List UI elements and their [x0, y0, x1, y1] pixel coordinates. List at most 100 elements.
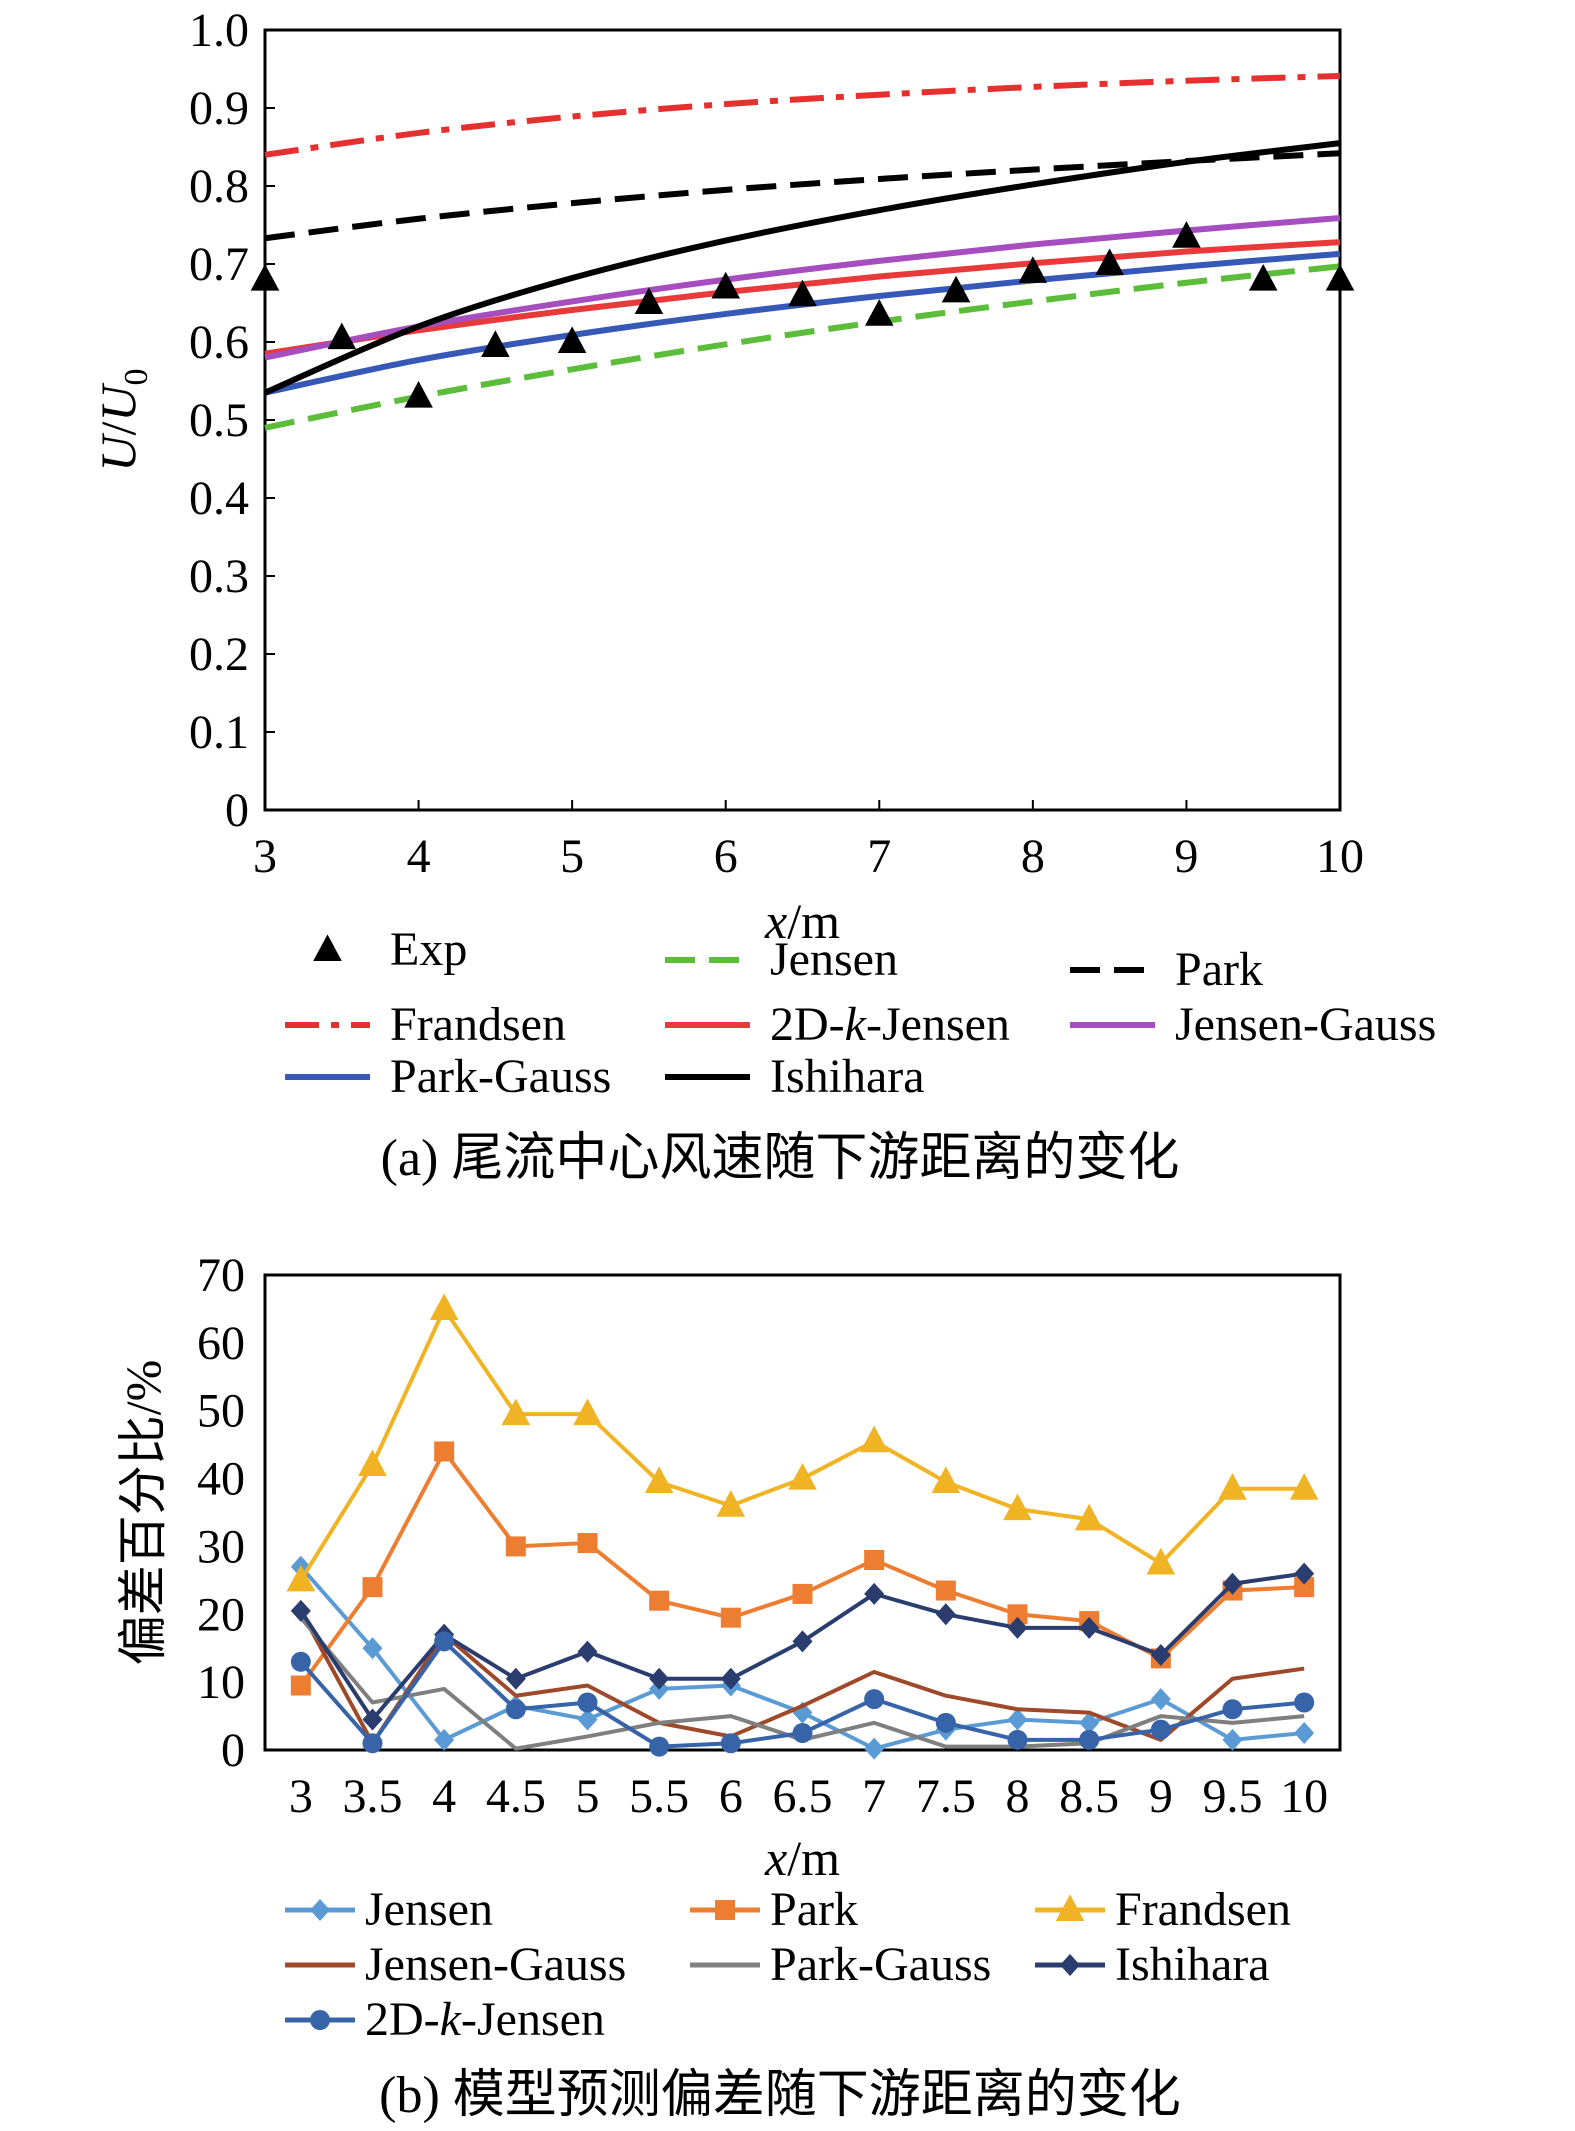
chart-b-series-frandsen-point — [1290, 1473, 1319, 1500]
chart-a-y-tick-label: 0.5 — [189, 394, 249, 447]
chart-b-series-park-point — [363, 1577, 383, 1597]
chart-a-series-exp-point — [1172, 221, 1201, 248]
chart-a-y-tick-label: 0.6 — [189, 316, 249, 369]
chart-b-series-ishihara-point — [506, 1668, 526, 1690]
chart-a-x-tick-label: 8 — [1021, 830, 1045, 883]
chart-b-series-park-point — [936, 1581, 956, 1601]
chart-a-x-tick-label: 6 — [714, 830, 738, 883]
chart-b-y-tick-label: 30 — [197, 1520, 245, 1573]
chart-b-legend-ishihara-label: Ishihara — [1115, 1938, 1270, 1991]
chart-a-legend-park-gauss-label: Park-Gauss — [390, 1050, 611, 1103]
chart-a-y-tick-label: 1.0 — [189, 4, 249, 57]
chart-b-series-2d-k-jensen-point — [864, 1689, 884, 1709]
chart-b-series-jensen-point — [1294, 1722, 1314, 1744]
chart-b-series-ishihara-point — [793, 1630, 813, 1652]
chart-b-x-tick-label: 9.5 — [1203, 1770, 1263, 1823]
chart-a-series-exp-point — [404, 381, 433, 408]
chart-a-plot-frame — [265, 30, 1340, 810]
chart-b-series-2d-k-jensen-point — [1079, 1730, 1099, 1750]
chart-b-series-jensen-point — [1151, 1688, 1171, 1710]
chart-a-x-tick-label: 9 — [1174, 830, 1198, 883]
chart-b-series-ishihara-point — [864, 1583, 884, 1605]
chart-a-y-tick-label: 0 — [225, 784, 249, 837]
chart-b-series-2d-k-jensen-point — [1294, 1693, 1314, 1713]
chart-b-series-ishihara-point — [936, 1603, 956, 1625]
chart-a-legend-jensen-gauss-label: Jensen-Gauss — [1175, 998, 1436, 1051]
chart-a-y-tick-label: 0.3 — [189, 550, 249, 603]
chart-b-series-park-point — [291, 1676, 311, 1696]
chart-b-series-2d-k-jensen-point — [1223, 1699, 1243, 1719]
chart-b-series-jensen-point — [1008, 1708, 1028, 1730]
chart-a-legend: Exp Jensen ParkFrandsen 2D-k-Jensen Jensen-G… — [285, 923, 1436, 1103]
chart-b-legend: Jensen Park FrandsenJensen-Gauss Park-Gauss… — [285, 1883, 1291, 2046]
chart-b-y-tick-label: 70 — [197, 1249, 245, 1302]
chart-a-legend-exp-label: Exp — [390, 923, 467, 976]
chart-b-series-ishihara-point — [578, 1641, 598, 1663]
chart-b-series-2d-k-jensen-point — [721, 1733, 741, 1753]
chart-b-x-tick-label: 7 — [862, 1770, 886, 1823]
chart-b-legend-ishihara-marker — [1060, 1954, 1080, 1976]
chart-b-series-park-point — [864, 1550, 884, 1570]
chart-b-series-2d-k-jensen-point — [1008, 1730, 1028, 1750]
chart-a-legend-frandsen-label: Frandsen — [390, 998, 566, 1051]
chart-b-y-tick-label: 40 — [197, 1453, 245, 1506]
chart-b-series-park-point — [506, 1536, 526, 1556]
chart-b-caption: (b) 模型预测偏差随下游距离的变化 — [379, 2067, 1181, 2124]
chart-a-series-layer — [251, 76, 1355, 428]
chart-b-series-frandsen-point — [573, 1399, 602, 1426]
chart-b-x-tick-label: 3.5 — [343, 1770, 403, 1823]
chart-b-legend-jensen-gauss-label: Jensen-Gauss — [365, 1938, 626, 1991]
chart-b-series-jensen-point — [1223, 1729, 1243, 1751]
chart-b-series-2d-k-jensen-point — [793, 1723, 813, 1743]
chart-b-x-tick-label: 6 — [719, 1770, 743, 1823]
chart-a-y-tick-label: 0.7 — [189, 238, 249, 291]
chart-a-y-tick-label: 0.2 — [189, 628, 249, 681]
chart-a-series-exp-point — [1249, 264, 1278, 291]
chart-b-series-park-point — [721, 1608, 741, 1628]
chart-b-legend-jensen-marker — [310, 1899, 330, 1921]
chart-b-series-jensen-point — [864, 1738, 884, 1760]
chart-b-series-park-point — [578, 1533, 598, 1553]
chart-b-series-frandsen-point — [788, 1463, 817, 1490]
chart-b-legend-park-label: Park — [770, 1883, 858, 1936]
chart-a-x-tick-label: 5 — [560, 830, 584, 883]
chart-b-y-tick-label: 10 — [197, 1656, 245, 1709]
figure: 3 4 5 6 7 8 9 1000.10.20.30.40.50.60.70.80.91.0… — [0, 0, 1575, 2131]
chart-a-legend-jensen-label: Jensen — [770, 933, 898, 986]
chart-a-caption: (a) 尾流中心风速随下游距离的变化 — [381, 1130, 1180, 1187]
chart-a-legend-park-label: Park — [1175, 943, 1263, 996]
chart-b-series-park-point — [434, 1441, 454, 1461]
chart-a-y-tick-label: 0.4 — [189, 472, 249, 525]
chart-b-x-tick-label: 8 — [1006, 1770, 1030, 1823]
chart-b-series-park-point — [793, 1584, 813, 1604]
chart-b-series-2d-k-jensen-point — [1151, 1720, 1171, 1740]
chart-b-legend-jensen-label: Jensen — [365, 1883, 493, 1936]
chart-b-x-tick-label: 4.5 — [486, 1770, 546, 1823]
chart-a-x-tick-label: 10 — [1316, 830, 1364, 883]
chart-b-legend-2d-k-jensen-marker — [310, 2010, 330, 2030]
chart-a-x-tick-label: 4 — [407, 830, 431, 883]
chart-b-x-tick-label: 9 — [1149, 1770, 1173, 1823]
chart-b-y-tick-label: 0 — [221, 1724, 245, 1777]
chart-b-series-2d-k-jensen-point — [936, 1713, 956, 1733]
chart-a-series-frandsen-line — [265, 76, 1340, 155]
chart-a-series-exp-point — [865, 299, 894, 326]
chart-b-prediction-deviation: 3 3.5 4 4.5 5 5.5 6 6.5 7 7.5 8 8.5 9 9.5 10 0 10 20 30 40 5… — [115, 1249, 1340, 2124]
chart-b-series-frandsen-point — [358, 1449, 387, 1476]
chart-b-legend-frandsen-label: Frandsen — [1115, 1883, 1291, 1936]
chart-a-series-exp-point — [1095, 248, 1124, 275]
chart-b-series-2d-k-jensen-point — [291, 1652, 311, 1672]
chart-b-series-layer — [287, 1293, 1319, 1759]
chart-b-series-2d-k-jensen-point — [578, 1693, 598, 1713]
chart-b-x-tick-label: 8.5 — [1059, 1770, 1119, 1823]
chart-b-series-frandsen-point — [932, 1466, 961, 1493]
chart-a-y-tick-label: 0.8 — [189, 160, 249, 213]
chart-b-x-tick-label: 5.5 — [629, 1770, 689, 1823]
chart-b-series-frandsen-point — [430, 1293, 459, 1320]
chart-a-wake-velocity: 3 4 5 6 7 8 9 10 0 0.1 0.2 0.3 0.4 0.5 0.6 0.7 0.8 0.9 1.0… — [90, 4, 1436, 1187]
chart-a-series-exp-point — [327, 323, 356, 350]
chart-a-x-tick-label: 3 — [253, 830, 277, 883]
chart-a-axes: 3 4 5 6 7 8 9 10 0 0.1 0.2 0.3 0.4 0.5 0.6 0.7 0.8 0.9 1.0 — [189, 4, 1364, 883]
chart-b-series-2d-k-jensen-point — [649, 1737, 669, 1757]
chart-b-x-axis-label: x/m — [764, 1830, 840, 1886]
